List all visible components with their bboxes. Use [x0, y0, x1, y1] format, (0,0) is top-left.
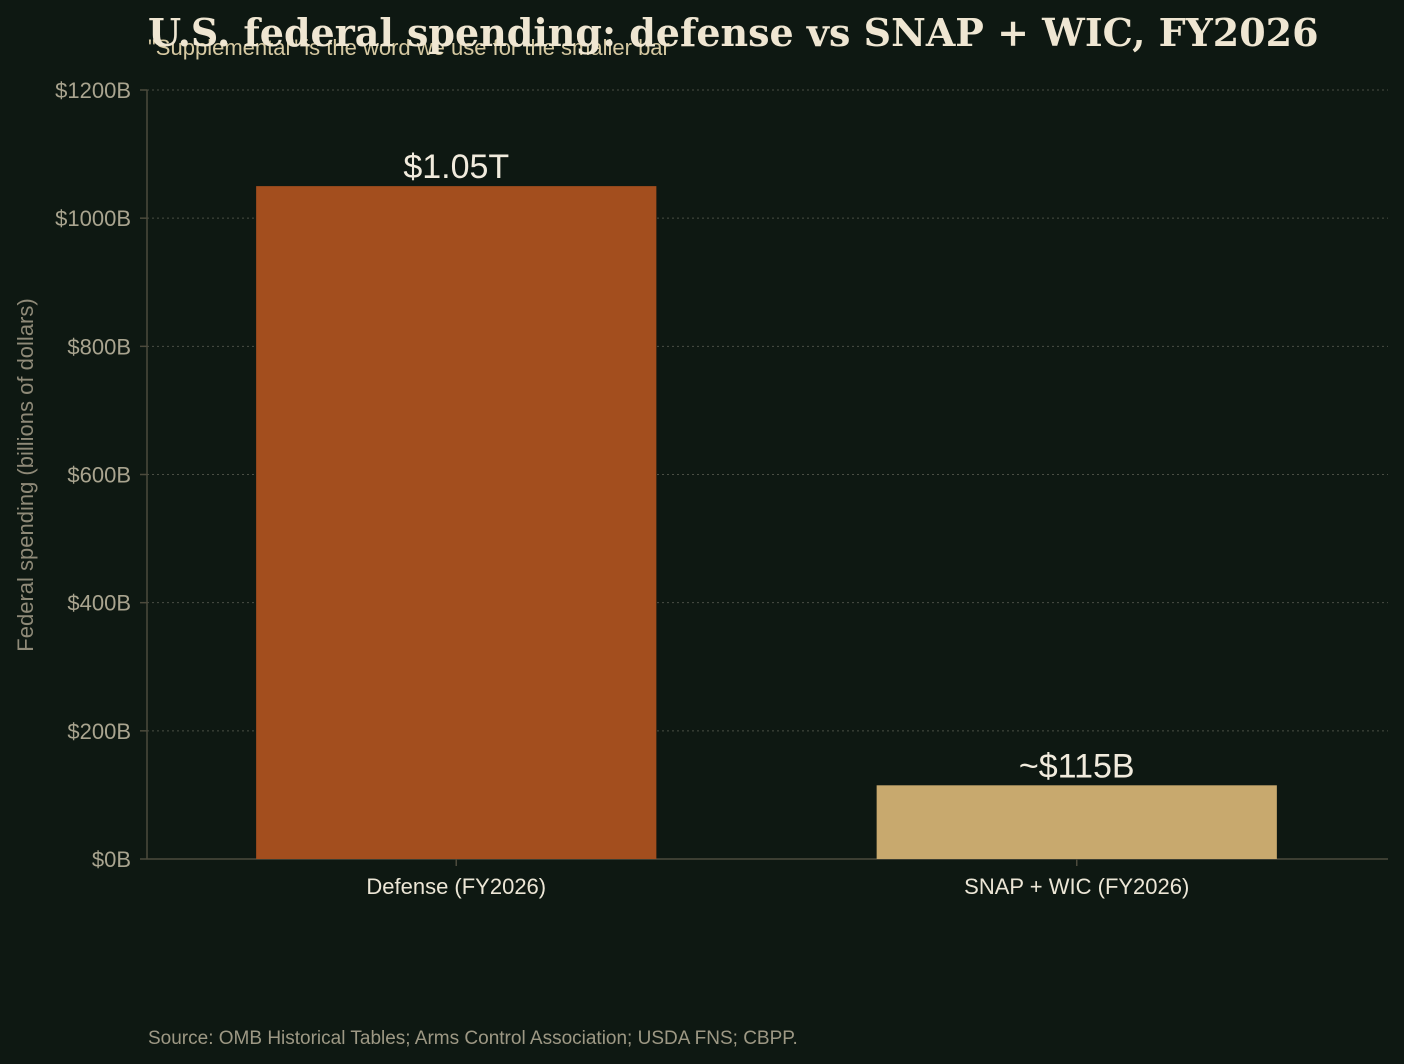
source-note: Source: OMB Historical Tables; Arms Cont… [148, 1028, 798, 1049]
x-tick-label: SNAP + WIC (FY2026) [964, 874, 1189, 899]
y-tick-label: $0B [92, 847, 131, 872]
bar-value-label: ~$115B [1019, 747, 1135, 785]
y-axis-label: Federal spending (billions of dollars) [13, 298, 38, 651]
bar-value-label: $1.05T [403, 148, 509, 186]
y-tick-label: $1200B [55, 78, 131, 103]
bar [256, 186, 657, 859]
bar [876, 785, 1277, 859]
bars [256, 186, 1277, 859]
x-tick-label: Defense (FY2026) [366, 874, 546, 899]
y-tick-label: $1000B [55, 206, 131, 231]
labels: $0B $200B $400B $600B $800B $1000B $1200B Defen… [55, 78, 1189, 899]
y-tick-label: $400B [67, 591, 131, 616]
y-tick-label: $600B [67, 463, 131, 488]
chart-title: U.S. federal spending: defense vs SNAP +… [148, 10, 1319, 55]
y-tick-label: $800B [67, 334, 131, 359]
y-tick-label: $200B [67, 719, 131, 744]
chart-subtitle: "Supplemental" is the word we use for th… [148, 35, 670, 60]
